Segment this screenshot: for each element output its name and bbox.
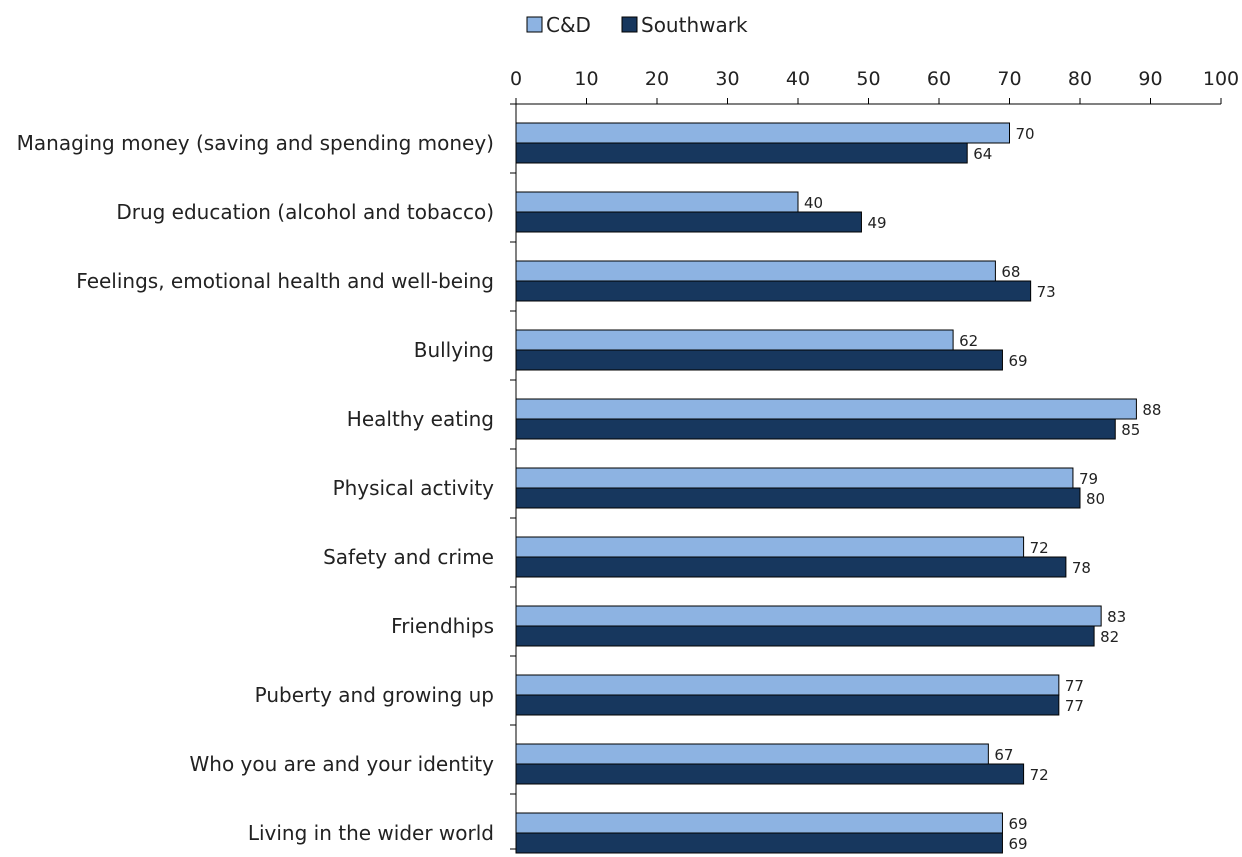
bar-cd	[515, 536, 1025, 558]
x-tick-label: 20	[645, 68, 669, 90]
bar-southwark	[515, 349, 1003, 371]
category-label: Physical activity	[333, 476, 495, 500]
data-label: 80	[1086, 490, 1105, 508]
data-label: 85	[1121, 421, 1140, 439]
bar-southwark	[515, 556, 1067, 578]
x-tick-label: 30	[715, 68, 739, 90]
data-label: 69	[1008, 352, 1027, 370]
x-tick-label: 80	[1068, 68, 1092, 90]
x-tick-label: 60	[927, 68, 951, 90]
data-label: 70	[1016, 125, 1035, 143]
category-label: Drug education (alcohol and tobacco)	[116, 200, 494, 224]
data-label: 73	[1037, 283, 1056, 301]
data-label: 72	[1030, 766, 1049, 784]
bar-southwark	[515, 625, 1095, 647]
data-label: 78	[1072, 559, 1091, 577]
legend: C&D Southwark	[526, 13, 748, 37]
bar-southwark	[515, 211, 862, 233]
bar-cd	[515, 812, 1003, 834]
category-labels: Managing money (saving and spending mone…	[17, 131, 494, 845]
data-label: 72	[1030, 539, 1049, 557]
data-label: 69	[1008, 835, 1027, 853]
data-label: 67	[994, 746, 1013, 764]
x-tick-label: 40	[786, 68, 810, 90]
legend-swatch	[621, 16, 638, 33]
bar-southwark	[515, 487, 1081, 509]
bar-cd	[515, 122, 1010, 144]
x-tick-label: 10	[574, 68, 598, 90]
bar-cd	[515, 605, 1102, 627]
data-label: 69	[1008, 815, 1027, 833]
bar-southwark	[515, 142, 968, 164]
data-label: 62	[959, 332, 978, 350]
x-tick-label: 50	[856, 68, 880, 90]
data-label: 49	[867, 214, 886, 232]
data-label: 88	[1142, 401, 1161, 419]
x-tick-label: 70	[997, 68, 1021, 90]
category-label: Friendhips	[391, 614, 494, 638]
bar-cd	[515, 743, 989, 765]
data-label: 82	[1100, 628, 1119, 646]
data-label: 40	[804, 194, 823, 212]
bar-cd	[515, 398, 1137, 420]
category-label: Feelings, emotional health and well-bein…	[76, 269, 494, 293]
x-tick-label: 90	[1138, 68, 1162, 90]
x-axis: 0 10 20 30 40 50 60 70 80 90 100	[510, 68, 1239, 850]
category-label: Safety and crime	[323, 545, 494, 569]
category-label: Healthy eating	[347, 407, 494, 431]
x-tick-label: 0	[510, 68, 522, 90]
category-label: Bullying	[414, 338, 494, 362]
bar-southwark	[515, 832, 1003, 854]
bar-cd	[515, 329, 954, 351]
bar-southwark	[515, 418, 1116, 440]
legend-label: Southwark	[641, 13, 748, 37]
x-tick-label: 100	[1203, 68, 1239, 90]
legend-swatch	[526, 16, 543, 33]
category-label: Who you are and your identity	[190, 752, 495, 776]
data-label: 77	[1065, 697, 1084, 715]
bar-cd	[515, 674, 1060, 696]
category-label: Managing money (saving and spending mone…	[17, 131, 494, 155]
bar-cd	[515, 191, 799, 213]
bar-cd	[515, 467, 1074, 489]
legend-label: C&D	[546, 13, 591, 37]
bar-southwark	[515, 763, 1025, 785]
data-label: 77	[1065, 677, 1084, 695]
bar-cd	[515, 260, 996, 282]
category-label: Living in the wider world	[248, 821, 494, 845]
data-label: 68	[1001, 263, 1020, 281]
data-label: 83	[1107, 608, 1126, 626]
bar-southwark	[515, 280, 1032, 302]
category-label: Puberty and growing up	[255, 683, 494, 707]
bar-southwark	[515, 694, 1060, 716]
data-label: 64	[973, 145, 992, 163]
data-label: 79	[1079, 470, 1098, 488]
